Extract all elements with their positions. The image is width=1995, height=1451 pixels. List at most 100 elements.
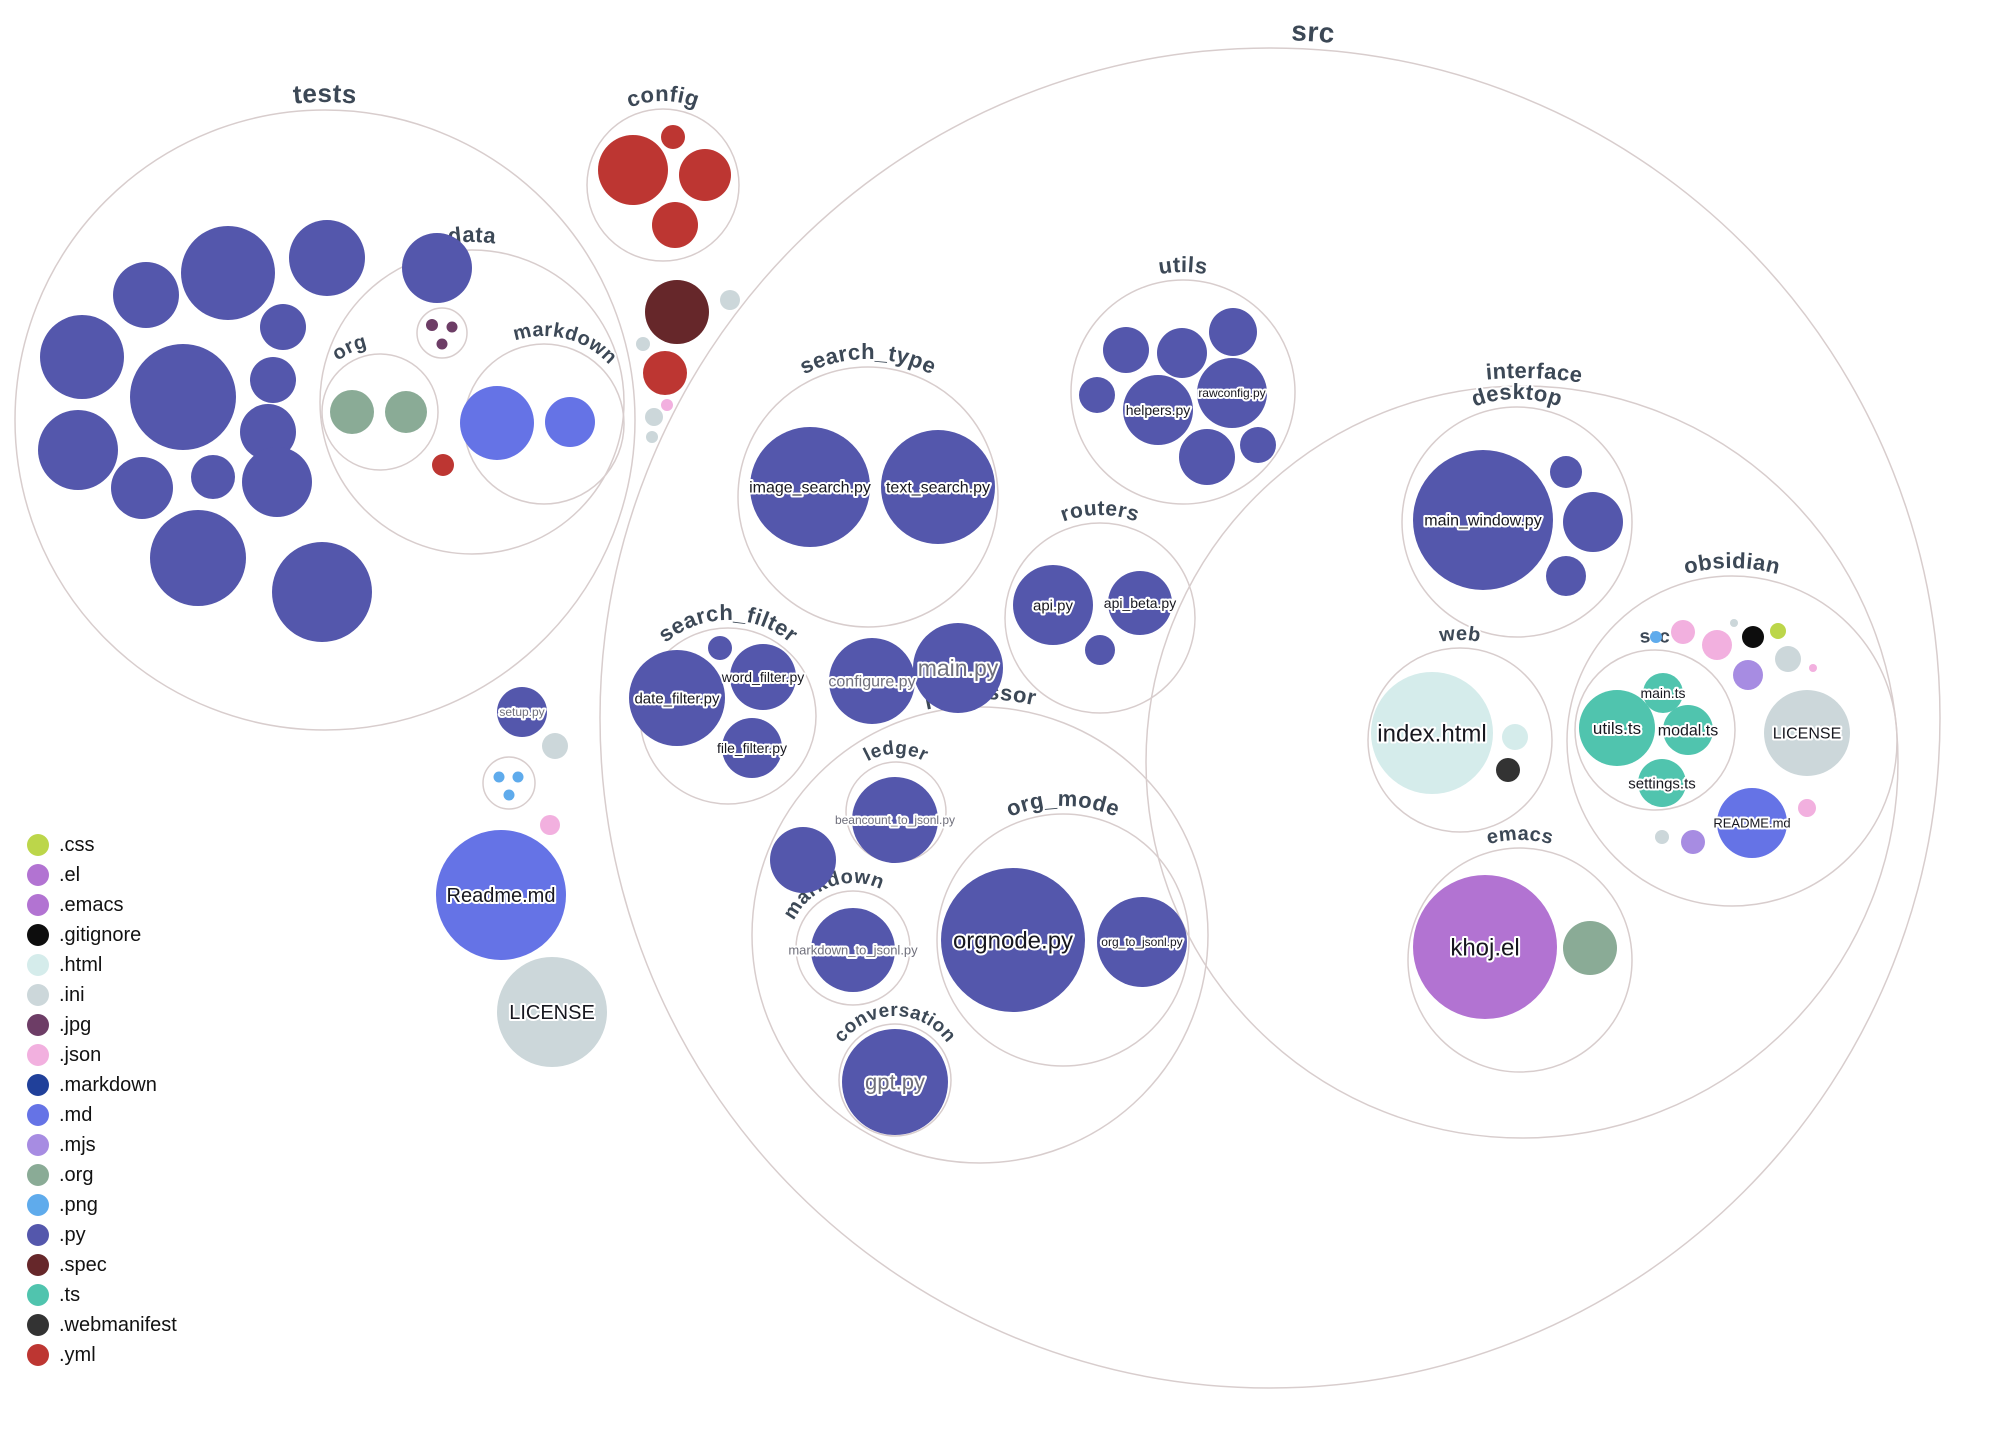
file-data-org-1-bubble (330, 390, 374, 434)
legend-swatch-webmanifest-icon (27, 1314, 49, 1336)
file-root-json-2-bubble (540, 815, 560, 835)
legend-item: .html (27, 950, 177, 980)
dir-data-jpg-circle (416, 307, 468, 359)
file-root-yml-bubble (643, 351, 687, 395)
file-license-obsidian-bubble (1764, 690, 1850, 776)
dir-routers-label: routers (1058, 497, 1143, 527)
legend-item: .org (27, 1160, 177, 1190)
file-api-py-label: api.py (1033, 597, 1074, 614)
file-index-html-label: index.html (1377, 720, 1486, 747)
file-readme-obsidian-bubble (1717, 788, 1787, 858)
legend-item: .markdown (27, 1070, 177, 1100)
file-web-html-bubble (1502, 724, 1528, 750)
file-docs-png-3-bubble (503, 789, 515, 801)
file-config-yml-4-bubble (652, 202, 698, 248)
file-configure-py-bubble (829, 638, 915, 724)
file-obs-json-1-bubble (1671, 620, 1695, 644)
legend-swatch-ts-icon (27, 1284, 49, 1306)
file-emacs-org-bubble (1563, 921, 1617, 975)
file-root-ini-2-bubble (636, 337, 650, 351)
legend-item: .spec (27, 1250, 177, 1280)
file-gpt-py-bubble (842, 1029, 948, 1135)
file-root-ini-5-bubble (542, 733, 568, 759)
file-utils-py-1-bubble (1103, 327, 1149, 373)
legend-swatch-markdown-icon (27, 1074, 49, 1096)
file-obs-json-3-bubble (1809, 664, 1817, 672)
dir-org-mode-circle (936, 813, 1190, 1067)
file-markdown-to-jsonl-py-bubble (811, 908, 895, 992)
legend-swatch-org-icon (27, 1164, 49, 1186)
legend-item: .gitignore (27, 920, 177, 950)
file-routers-py-bubble (1085, 635, 1115, 665)
file-data-md-1-bubble (460, 386, 534, 460)
dir-data-label: data (447, 222, 498, 249)
file-settings-ts-bubble (1638, 759, 1686, 807)
legend-label: .spec (59, 1254, 107, 1276)
dir-web-label: web (1437, 623, 1482, 647)
dir-utils-circle (1070, 279, 1296, 505)
legend-swatch-emacs-icon (27, 894, 49, 916)
file-data-jpg-3-bubble (436, 338, 448, 350)
file-utils-ts-bubble (1579, 690, 1655, 766)
dir-obsidian-src-circle (1574, 649, 1736, 811)
file-word-filter-py-bubble (730, 644, 796, 710)
legend-label: .ts (59, 1284, 81, 1306)
file-data-org-2-bubble (385, 391, 427, 433)
legend-label: .html (59, 954, 103, 976)
legend-swatch-html-icon (27, 954, 49, 976)
file-license-root-label: LICENSE (509, 1002, 595, 1024)
legend-label: .png (59, 1194, 98, 1216)
file-test-py-10-bubble (38, 410, 118, 490)
file-readme-obsidian-label: README.md (1713, 816, 1790, 831)
file-api-beta-py-label: api_beta.py (1104, 595, 1176, 611)
legend-item: .css (27, 830, 177, 860)
file-markdown-to-jsonl-py-label: markdown_to_jsonl.py (788, 943, 918, 958)
legend-swatch-png-icon (27, 1194, 49, 1216)
dir-config-circle (586, 108, 740, 262)
file-main-py-label: main.py (918, 655, 999, 681)
legend-label: .ini (59, 984, 85, 1006)
file-data-yml-bubble (432, 454, 454, 476)
file-obs-css-bubble (1770, 623, 1786, 639)
legend-item: .ts (27, 1280, 177, 1310)
file-file-filter-py-bubble (722, 718, 782, 778)
dir-emacs-label: emacs (1485, 823, 1556, 849)
legend-item: .mjs (27, 1130, 177, 1160)
legend-swatch-yml-icon (27, 1344, 49, 1366)
file-test-py-3-bubble (289, 220, 365, 296)
legend-item: .webmanifest (27, 1310, 177, 1340)
file-data-jpg-2-bubble (446, 321, 458, 333)
file-utils-py-3-bubble (1209, 308, 1257, 356)
file-webmanifest-bubble (1496, 758, 1520, 782)
file-utils-py-6-bubble (1240, 427, 1276, 463)
file-config-yml-1-bubble (598, 135, 668, 205)
legend-item: .jpg (27, 1010, 177, 1040)
dir-search-type-label: search_type (796, 339, 941, 379)
dir-data-circle (319, 249, 625, 555)
file-utils-py-2-bubble (1157, 328, 1207, 378)
file-test-py-14-bubble (150, 510, 246, 606)
file-test-py-2-bubble (181, 226, 275, 320)
legend-swatch-md-icon (27, 1104, 49, 1126)
file-rawconfig-py-label: rawconfig.py (1198, 386, 1265, 400)
legend-swatch-gitignore-icon (27, 924, 49, 946)
legend-swatch-json-icon (27, 1044, 49, 1066)
file-text-search-py-bubble (881, 430, 995, 544)
file-configure-py-label: configure.py (828, 674, 915, 691)
dir-org-mode-label: org_mode (1003, 786, 1124, 822)
legend-item: .ini (27, 980, 177, 1010)
file-root-ini-3-bubble (645, 408, 663, 426)
dir-src-root-circle (599, 47, 1941, 1389)
dir-obsidian-circle (1566, 575, 1898, 907)
file-readme-md-bubble (436, 830, 566, 960)
dir-tests-circle (14, 109, 636, 731)
file-search-filter-py-bubble (708, 636, 732, 660)
file-utils-ts-label: utils.ts (1593, 719, 1641, 738)
legend-label: .yml (59, 1344, 96, 1366)
legend-label: .css (59, 834, 95, 856)
legend-swatch-py-icon (27, 1224, 49, 1246)
file-obs-mjs-2-bubble (1681, 830, 1705, 854)
dir-tests-label: tests (292, 78, 358, 109)
dir-config-label: config (623, 81, 703, 112)
file-modal-ts-bubble (1663, 705, 1713, 755)
